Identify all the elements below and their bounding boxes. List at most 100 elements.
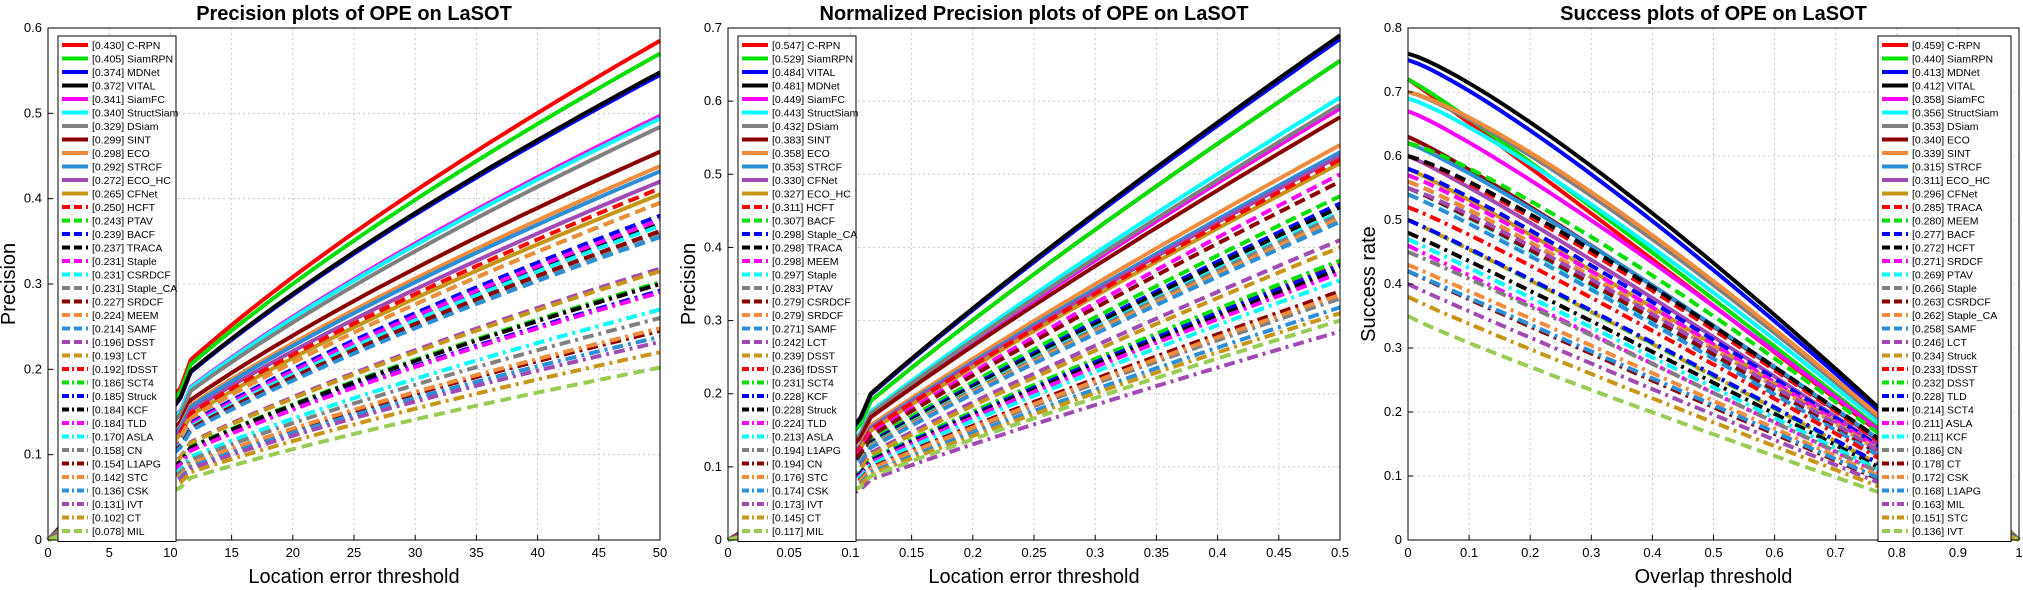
legend-entry: [0.413] MDNet	[1912, 67, 1980, 79]
series-line	[727, 329, 1341, 542]
y-tick-label: 0	[715, 532, 722, 547]
legend-entry: [0.194] CN	[772, 458, 822, 470]
y-axis-label: Precision	[0, 243, 20, 325]
chart-panel-2: 0 0.05 0.1 0.15 0.2 0.25 0.3 0.35 0.4 0.45 0.5 0 0.1…	[678, 3, 1349, 588]
y-tick-label: 0.6	[24, 20, 42, 35]
legend-entry: [0.311] ECO_HC	[1912, 175, 1990, 187]
legend-entry: [0.330] CFNet	[772, 175, 837, 187]
legend-entry: [0.296] CFNet	[1912, 188, 1977, 200]
legend-entry: [0.285] TRACA	[1912, 202, 1982, 214]
legend-entry: [0.329] DSiam	[92, 121, 159, 133]
legend-entry: [0.163] MIL	[1912, 499, 1965, 511]
x-tick-label: 50	[653, 545, 667, 560]
y-tick-label: 0.5	[1384, 212, 1402, 227]
legend-entry: [0.405] SiamRPN	[92, 53, 173, 65]
y-tick-label: 0.1	[1384, 468, 1402, 483]
legend-entry: [0.340] StructSiam	[92, 107, 179, 119]
x-tick-label: 0.5	[1331, 545, 1349, 560]
chart-title: Success plots of OPE on LaSOT	[1560, 3, 1867, 25]
legend-entry: [0.250] HCFT	[92, 202, 156, 214]
legend-entry: [0.242] LCT	[772, 337, 827, 349]
legend-entry: [0.186] CN	[1912, 445, 1962, 457]
legend: [0.459] C-RPN[0.440] SiamRPN [0.413] MDNe…	[1877, 35, 2012, 542]
x-tick-label: 0	[44, 545, 51, 560]
legend-entry: [0.298] TRACA	[772, 242, 842, 254]
legend-entry: [0.339] SINT	[1912, 148, 1972, 160]
y-tick-label: 0.3	[704, 313, 722, 328]
legend-entry: [0.484] VITAL	[772, 67, 836, 79]
y-tick-label: 0.7	[704, 20, 722, 35]
x-tick-label: 0.2	[964, 545, 982, 560]
legend-entry: [0.358] SiamFC	[1912, 94, 1985, 106]
legend-entry: [0.214] SCT4	[1912, 404, 1974, 416]
legend-entry: [0.194] L1APG	[772, 445, 841, 457]
y-tick-label: 0.8	[1384, 20, 1402, 35]
y-tick-label: 0.6	[704, 93, 722, 108]
x-tick-label: 0.7	[1827, 545, 1845, 560]
series-line	[47, 290, 661, 542]
legend-entry: [0.269] PTAV	[1912, 269, 1973, 281]
legend-entry: [0.258] SAMF	[1912, 323, 1976, 335]
x-tick-label: 15	[224, 545, 238, 560]
x-tick-label: 0.3	[1086, 545, 1104, 560]
legend-entry: [0.243] PTAV	[92, 215, 153, 227]
x-tick-label: 35	[469, 545, 483, 560]
legend-entry: [0.481] MDNet	[772, 80, 840, 92]
x-tick-label: 45	[592, 545, 606, 560]
legend-entry: [0.358] ECO	[772, 148, 830, 160]
x-tick-label: 1	[2015, 545, 2022, 560]
x-tick-label: 30	[408, 545, 422, 560]
x-tick-label: 0.1	[1460, 545, 1478, 560]
legend-entry: [0.224] TLD	[772, 418, 827, 430]
x-tick-label: 0.25	[1021, 545, 1046, 560]
series-line	[727, 271, 1341, 542]
legend-entry: [0.280] MEEM	[1912, 215, 1979, 227]
legend-entry: [0.228] KCF	[772, 391, 828, 403]
y-tick-label: 0.5	[704, 166, 722, 181]
x-axis-label: Location error threshold	[928, 566, 1139, 588]
legend-entry: [0.307] BACF	[772, 215, 835, 227]
y-axis-label: Precision	[678, 243, 700, 325]
series-line	[1407, 294, 2020, 542]
legend-entry: [0.440] SiamRPN	[1912, 53, 1993, 65]
legend-entry: [0.158] CN	[92, 445, 142, 457]
x-tick-label: 25	[347, 545, 361, 560]
chart-panel-1: 0 5 10 15 20 25 30 35 40 45 50 0 0.1 0.2 0.3 0.4 0.5 0.6 P…	[0, 3, 667, 588]
legend-entry: [0.272] HCFT	[1912, 242, 1976, 254]
legend-entry: [0.224] MEEM	[92, 310, 159, 322]
legend-entry: [0.383] SINT	[772, 134, 832, 146]
legend-entry: [0.529] SiamRPN	[772, 53, 853, 65]
legend-entry: [0.299] SINT	[92, 134, 152, 146]
legend-entry: [0.449] SiamFC	[772, 94, 845, 106]
y-tick-label: 0.6	[1384, 148, 1402, 163]
legend-entry: [0.227] SRDCF	[92, 296, 163, 308]
series-line	[1407, 237, 2020, 542]
chart-title: Normalized Precision plots of OPE on LaS…	[820, 3, 1249, 25]
series-line	[1407, 166, 2021, 542]
legend-entry: [0.327] ECO_HC	[772, 188, 851, 200]
legend-entry: [0.353] DSiam	[1912, 121, 1979, 133]
legend-entry: [0.142] STC	[92, 472, 148, 484]
legend-entry: [0.192] fDSST	[92, 364, 159, 376]
series-line	[1407, 314, 2020, 542]
legend-entry: [0.279] SRDCF	[772, 310, 843, 322]
y-tick-label: 0.4	[1384, 276, 1402, 291]
legend-entry: [0.341] SiamFC	[92, 94, 165, 106]
series-line	[47, 328, 661, 542]
x-tick-label: 10	[163, 545, 177, 560]
x-tick-label: 0.4	[1209, 545, 1227, 560]
x-tick-label: 0.5	[1704, 545, 1722, 560]
legend: [0.547] C-RPN[0.529] SiamRPN [0.484] VITA…	[737, 35, 859, 542]
series-line	[727, 219, 1341, 542]
legend-entry: [0.430] C-RPN	[92, 40, 160, 52]
x-tick-label: 0.35	[1144, 545, 1169, 560]
y-tick-label: 0.4	[704, 239, 722, 254]
legend-entry: [0.277] BACF	[1912, 229, 1975, 241]
legend-entry: [0.298] MEEM	[772, 256, 839, 268]
x-tick-label: 0.45	[1266, 545, 1291, 560]
legend-entry: [0.412] VITAL	[1912, 80, 1976, 92]
legend-entry: [0.231] Staple	[92, 256, 157, 268]
legend-entry: [0.211] ASLA	[1912, 418, 1973, 430]
